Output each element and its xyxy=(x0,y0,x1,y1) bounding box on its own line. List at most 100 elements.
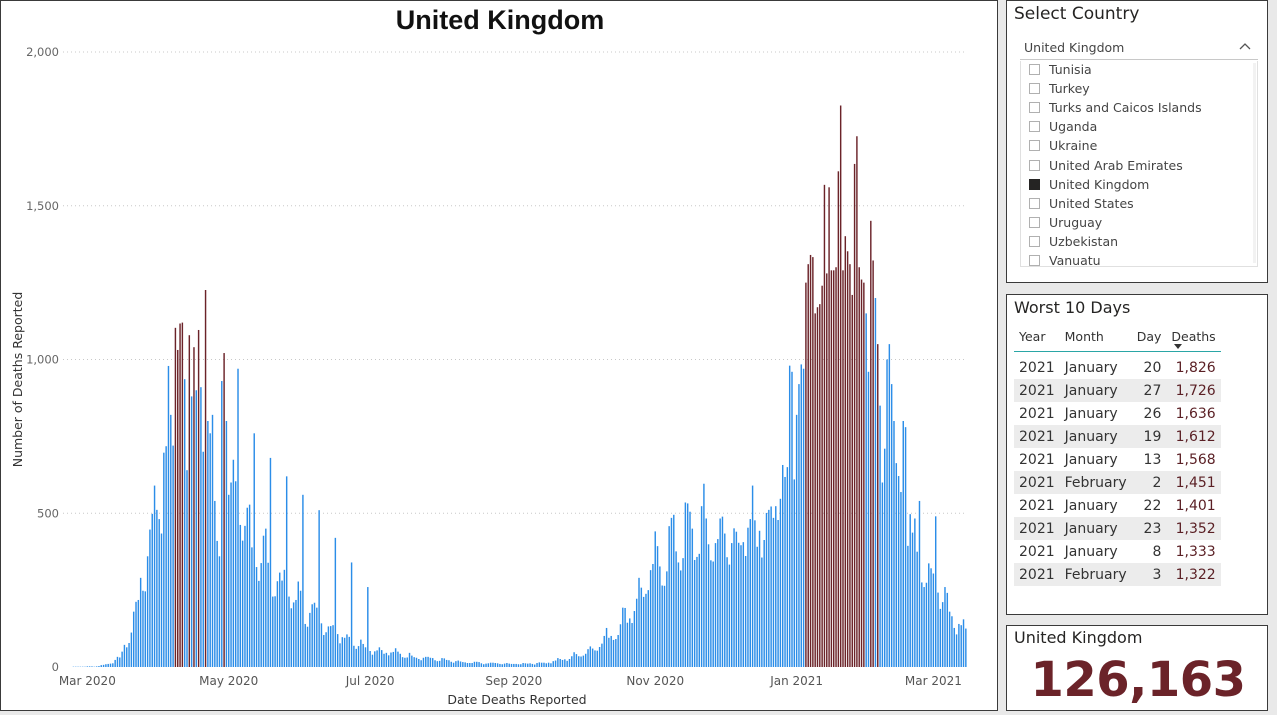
bar[interactable] xyxy=(564,659,566,667)
bar[interactable] xyxy=(376,650,378,667)
bar[interactable] xyxy=(309,612,311,667)
bar[interactable] xyxy=(207,421,209,667)
bar[interactable] xyxy=(798,384,800,667)
bar[interactable] xyxy=(640,587,643,667)
table-row[interactable]: 2021 January 8 1,333 xyxy=(1014,540,1221,563)
bar[interactable] xyxy=(673,514,675,667)
bar[interactable] xyxy=(883,448,886,667)
bar[interactable] xyxy=(754,520,756,667)
bar[interactable] xyxy=(246,507,248,667)
bar[interactable] xyxy=(485,663,487,667)
bar[interactable] xyxy=(408,652,411,667)
bar-worst-day[interactable] xyxy=(805,282,807,668)
checkbox-checked[interactable] xyxy=(1029,178,1040,190)
bar[interactable] xyxy=(415,657,418,667)
bar[interactable] xyxy=(916,551,918,667)
bar[interactable] xyxy=(578,656,580,667)
bar[interactable] xyxy=(712,561,714,667)
bar[interactable] xyxy=(348,636,350,667)
bar-worst-day[interactable] xyxy=(851,294,853,667)
bar[interactable] xyxy=(469,663,471,667)
checkbox[interactable] xyxy=(1029,121,1040,133)
bar[interactable] xyxy=(420,660,422,667)
table-row[interactable]: 2021 January 20 1,826 xyxy=(1014,352,1221,380)
bar[interactable] xyxy=(413,657,415,667)
bar[interactable] xyxy=(318,510,320,667)
bar[interactable] xyxy=(652,563,654,667)
chevron-up-icon[interactable] xyxy=(1238,39,1252,53)
bar[interactable] xyxy=(390,652,392,667)
bar[interactable] xyxy=(167,365,170,667)
bar[interactable] xyxy=(800,364,802,667)
bar[interactable] xyxy=(747,527,749,667)
bar[interactable] xyxy=(953,627,955,667)
bar[interactable] xyxy=(496,663,499,667)
bar[interactable] xyxy=(163,452,165,667)
bar[interactable] xyxy=(749,519,751,667)
bar[interactable] xyxy=(195,390,197,667)
bar[interactable] xyxy=(751,485,754,667)
bar[interactable] xyxy=(904,427,907,667)
bar[interactable] xyxy=(735,531,738,667)
bar[interactable] xyxy=(339,643,341,667)
bar[interactable] xyxy=(573,652,575,667)
bar[interactable] xyxy=(123,644,126,667)
bar[interactable] xyxy=(151,513,153,667)
bar[interactable] xyxy=(431,658,434,667)
bar[interactable] xyxy=(102,664,105,667)
bar[interactable] xyxy=(788,365,791,667)
bar-worst-day[interactable] xyxy=(812,257,814,667)
bar[interactable] xyxy=(355,648,357,667)
checkbox[interactable] xyxy=(1029,140,1040,152)
bar[interactable] xyxy=(647,590,649,668)
column-header-month[interactable]: Month xyxy=(1059,321,1132,352)
bar[interactable] xyxy=(105,664,107,667)
bar[interactable] xyxy=(116,656,119,667)
bar[interactable] xyxy=(290,608,293,667)
bar[interactable] xyxy=(707,544,710,667)
bar[interactable] xyxy=(909,514,911,667)
bar[interactable] xyxy=(584,653,587,667)
bar[interactable] xyxy=(281,580,283,667)
bar-worst-day[interactable] xyxy=(181,322,184,667)
bar[interactable] xyxy=(272,596,274,667)
bar[interactable] xyxy=(886,359,888,668)
bar[interactable] xyxy=(276,581,279,667)
bar[interactable] xyxy=(654,531,656,667)
slicer-item[interactable]: Uzbekistan xyxy=(1029,232,1118,251)
bar[interactable] xyxy=(705,518,707,667)
bar[interactable] xyxy=(513,663,515,667)
list-scrollbar[interactable] xyxy=(1252,63,1257,263)
bar[interactable] xyxy=(677,562,680,667)
bar[interactable] xyxy=(144,591,147,667)
bar-worst-day[interactable] xyxy=(846,251,849,667)
slicer-item[interactable]: United Kingdom xyxy=(1029,175,1149,194)
bar[interactable] xyxy=(130,632,133,667)
bar-worst-day[interactable] xyxy=(863,282,865,668)
checkbox[interactable] xyxy=(1029,255,1040,266)
bar[interactable] xyxy=(149,529,151,667)
bar-worst-day[interactable] xyxy=(870,220,872,667)
bar[interactable] xyxy=(698,553,700,667)
column-header-deaths[interactable]: Deaths xyxy=(1166,321,1221,352)
bar[interactable] xyxy=(689,511,691,667)
bar[interactable] xyxy=(642,596,645,667)
bar[interactable] xyxy=(112,663,114,667)
bar[interactable] xyxy=(710,560,712,667)
bar[interactable] xyxy=(649,570,652,667)
bar[interactable] xyxy=(728,564,731,667)
bar[interactable] xyxy=(795,414,798,667)
bar[interactable] xyxy=(740,545,742,667)
bar[interactable] xyxy=(663,585,666,667)
bar[interactable] xyxy=(128,643,130,667)
bar[interactable] xyxy=(696,556,698,667)
bar[interactable] xyxy=(251,547,253,667)
bar[interactable] xyxy=(865,313,867,668)
bar[interactable] xyxy=(137,599,140,667)
bar[interactable] xyxy=(146,556,149,667)
slicer-item[interactable]: Vanuatu xyxy=(1029,251,1101,266)
bar[interactable] xyxy=(279,572,281,667)
bar[interactable] xyxy=(387,655,390,667)
bar-worst-day[interactable] xyxy=(223,353,225,667)
bar[interactable] xyxy=(304,623,306,667)
